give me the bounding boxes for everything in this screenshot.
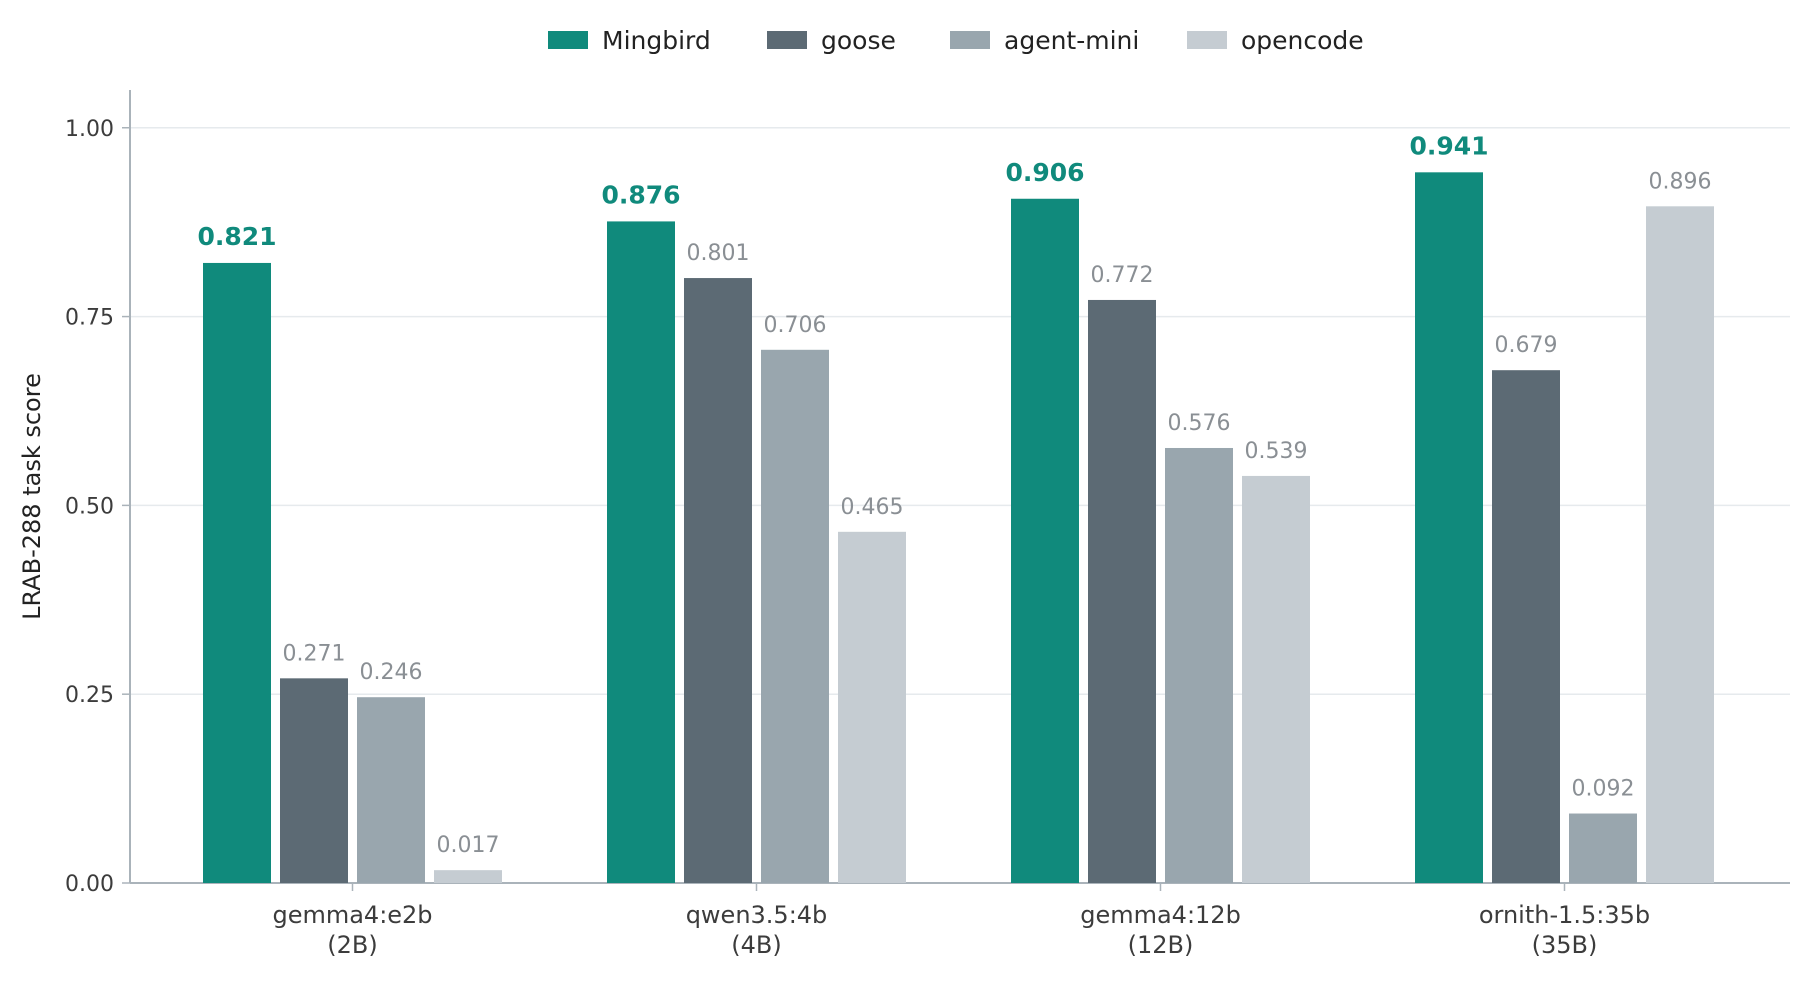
- y-tick-label: 0.25: [65, 683, 114, 708]
- data-label: 0.539: [1245, 439, 1308, 464]
- data-label: 0.896: [1649, 169, 1712, 194]
- bar: [607, 221, 675, 883]
- bar: [684, 278, 752, 883]
- bar: [434, 870, 502, 883]
- data-label: 0.576: [1168, 411, 1231, 436]
- x-tick-label: gemma4:e2b (2B): [272, 901, 432, 959]
- legend: Mingbird goose agent-mini opencode: [548, 26, 1364, 55]
- legend-label: Mingbird: [602, 26, 711, 55]
- data-label: 0.017: [437, 833, 500, 858]
- legend-label: goose: [821, 26, 896, 55]
- x-tick-label: qwen3.5:4b (4B): [686, 901, 828, 959]
- bar: [1646, 206, 1714, 884]
- data-label: 0.941: [1409, 131, 1488, 160]
- data-label: 0.271: [283, 641, 346, 666]
- data-label: 0.801: [687, 241, 750, 266]
- bar: [1415, 172, 1483, 884]
- data-label: 0.906: [1005, 158, 1084, 187]
- legend-swatch: [767, 31, 807, 49]
- data-label: 0.772: [1091, 263, 1154, 288]
- bars: [203, 172, 1714, 884]
- y-tick-label: 0.50: [65, 494, 114, 519]
- x-tick-label: ornith-1.5:35b (35B): [1479, 901, 1650, 959]
- legend-label: agent-mini: [1004, 26, 1139, 55]
- bar: [761, 349, 829, 884]
- bar: [203, 262, 271, 883]
- bar: [1011, 198, 1079, 884]
- bar: [838, 531, 906, 883]
- legend-swatch: [1187, 31, 1227, 49]
- legend-swatch: [548, 31, 588, 49]
- legend-item: agent-mini: [950, 26, 1139, 55]
- legend-item: opencode: [1187, 26, 1364, 55]
- legend-item: Mingbird: [548, 26, 711, 55]
- y-tick-label: 1.00: [65, 117, 114, 142]
- bar: [280, 678, 348, 883]
- data-label: 0.246: [360, 660, 423, 685]
- y-tick-label: 0.75: [65, 306, 114, 331]
- y-axis-label: LRAB-288 task score: [18, 373, 46, 620]
- bar: [1569, 813, 1637, 883]
- legend-swatch: [950, 31, 990, 49]
- data-label: 0.092: [1572, 777, 1635, 802]
- legend-label: opencode: [1241, 26, 1364, 55]
- data-label: 0.465: [841, 495, 904, 520]
- bar: [1492, 370, 1560, 883]
- data-label: 0.821: [197, 222, 276, 251]
- data-label: 0.679: [1495, 333, 1558, 358]
- y-tick-label: 0.00: [65, 872, 114, 897]
- value-labels: 0.821 0.271 0.246 0.017 0.876 0.801 0.706 0.465…: [197, 131, 1711, 858]
- bar: [357, 697, 425, 883]
- data-label: 0.876: [601, 180, 680, 209]
- x-tick-label: gemma4:12b (12B): [1080, 901, 1241, 959]
- bar: [1242, 475, 1310, 883]
- y-tick-labels: 0.00 0.25 0.50 0.75 1.00: [65, 117, 114, 897]
- legend-item: goose: [767, 26, 896, 55]
- x-tick-labels: gemma4:e2b (2B) qwen3.5:4b (4B) gemma4:12b (1…: [272, 901, 1650, 959]
- data-label: 0.706: [764, 313, 827, 338]
- bar: [1088, 299, 1156, 883]
- bar: [1165, 447, 1233, 883]
